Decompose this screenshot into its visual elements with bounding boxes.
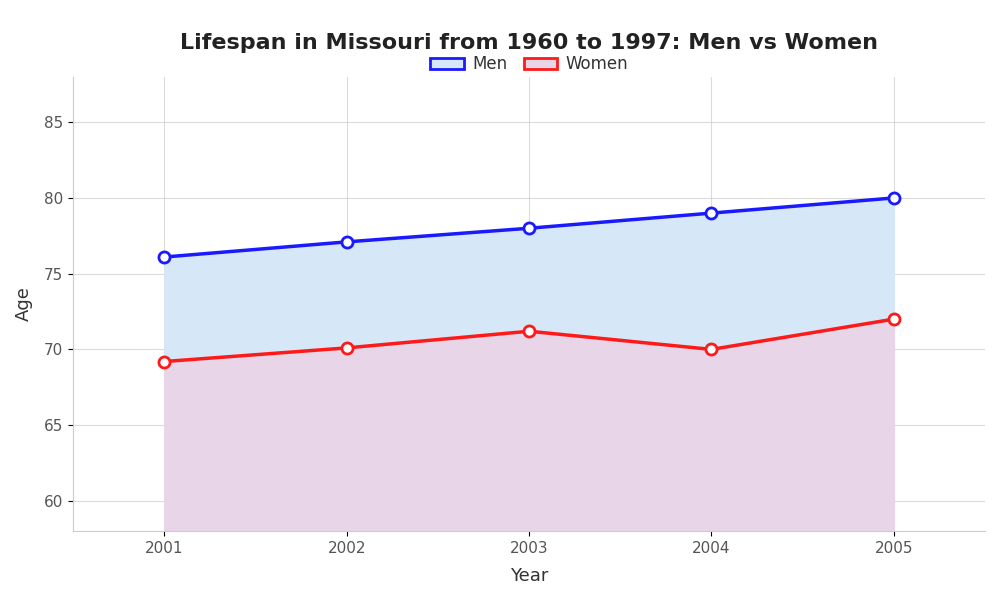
X-axis label: Year: Year <box>510 567 548 585</box>
Y-axis label: Age: Age <box>15 287 33 322</box>
Title: Lifespan in Missouri from 1960 to 1997: Men vs Women: Lifespan in Missouri from 1960 to 1997: … <box>180 33 878 53</box>
Legend: Men, Women: Men, Women <box>424 49 635 80</box>
